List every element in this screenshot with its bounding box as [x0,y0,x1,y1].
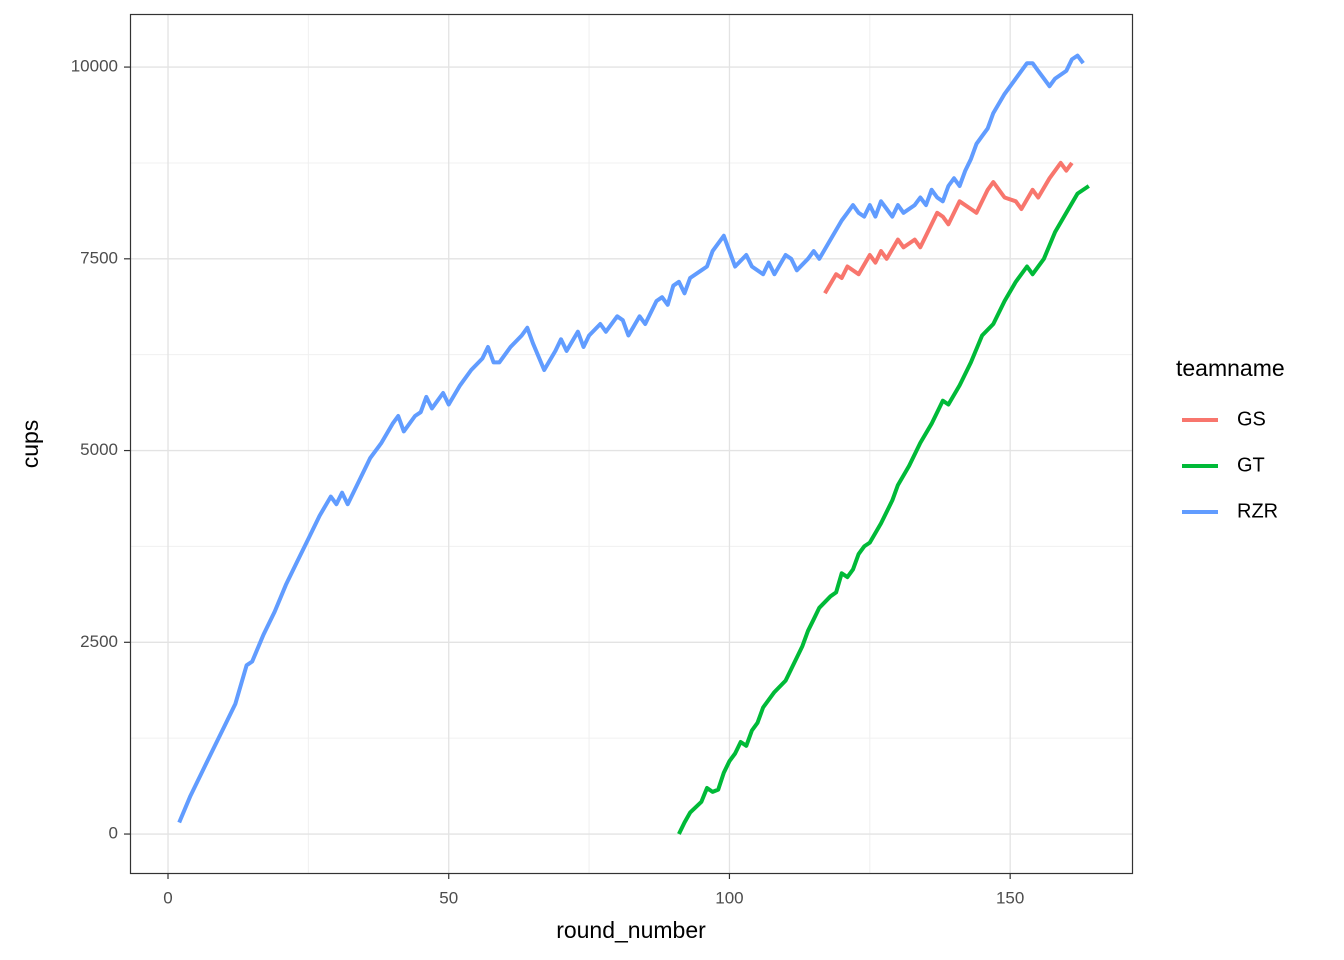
line-series [823,160,1074,295]
legend: GS GT RZR [1182,408,1278,522]
y-tick-label: 7500 [80,248,118,267]
x-axis-title: round_number [556,917,706,943]
x-tick-label: 100 [715,888,743,907]
y-axis-title: cups [17,420,43,469]
legend-label: GS [1237,408,1266,430]
y-tick-label: 10000 [71,57,118,76]
panel-border [129,13,1134,875]
y-tick-label: 0 [109,824,118,843]
legend-label: GT [1237,454,1265,476]
x-tick-label: 0 [163,888,172,907]
grid [130,14,1132,873]
x-tick-label: 50 [439,888,458,907]
x-tick-label: 150 [996,888,1024,907]
line-series [677,184,1090,835]
legend-title: teamname [1176,355,1285,381]
axes: 0 50 100 150 0 2500 5000 7500 10000 [71,57,1025,908]
lines [177,53,1090,835]
panel [130,14,1132,873]
y-tick-label: 2500 [80,632,118,651]
legend-label: RZR [1237,500,1278,522]
y-tick-label: 5000 [80,440,118,459]
line-series [177,53,1085,824]
